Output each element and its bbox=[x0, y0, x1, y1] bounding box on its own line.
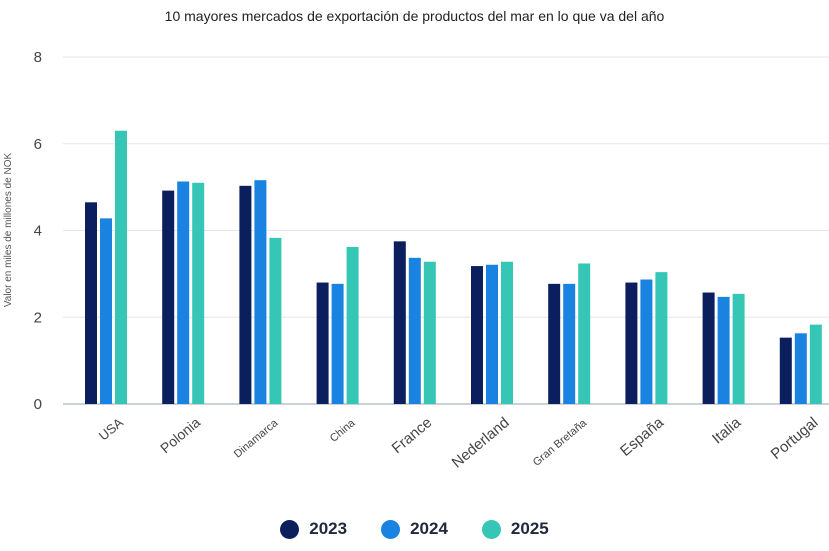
y-tick-label: 8 bbox=[34, 49, 42, 66]
legend-item-2023[interactable]: 2023 bbox=[280, 519, 347, 539]
x-tick-label: Gran Bretaña bbox=[531, 417, 590, 469]
legend-swatch-2025 bbox=[481, 519, 501, 539]
bar-portugal-2023[interactable] bbox=[779, 337, 792, 404]
bar-china-2023[interactable] bbox=[316, 282, 329, 404]
bar-españa-2025[interactable] bbox=[655, 272, 668, 404]
bar-gran-bretaña-2023[interactable] bbox=[548, 283, 561, 404]
bar-dinamarca-2025[interactable] bbox=[269, 237, 282, 404]
bar-italia-2023[interactable] bbox=[702, 292, 715, 404]
bar-nederland-2024[interactable] bbox=[486, 264, 498, 404]
y-tick-label: 6 bbox=[34, 136, 42, 153]
legend-label-2024: 2024 bbox=[410, 519, 448, 538]
bar-china-2025[interactable] bbox=[346, 246, 359, 404]
bar-italia-2025[interactable] bbox=[732, 293, 745, 404]
x-tick-label: China bbox=[328, 417, 358, 445]
bar-polonia-2023[interactable] bbox=[162, 190, 175, 404]
bar-polonia-2025[interactable] bbox=[192, 182, 205, 404]
bar-usa-2024[interactable] bbox=[100, 218, 112, 404]
x-tick-label: USA bbox=[96, 415, 126, 444]
bar-usa-2025[interactable] bbox=[115, 130, 127, 405]
bar-portugal-2025[interactable] bbox=[809, 324, 822, 404]
x-tick-label: Nederland bbox=[449, 414, 513, 472]
bar-españa-2023[interactable] bbox=[625, 282, 638, 404]
legend: 2023 2024 2025 bbox=[0, 519, 829, 539]
legend-label-2023: 2023 bbox=[309, 519, 348, 538]
y-tick-label: 0 bbox=[34, 396, 42, 413]
bar-portugal-2024[interactable] bbox=[794, 333, 807, 404]
chart-title: 10 mayores mercados de exportación de pr… bbox=[164, 8, 665, 24]
y-tick-label: 4 bbox=[34, 223, 42, 240]
bar-gran-bretaña-2024[interactable] bbox=[563, 283, 576, 404]
bar-france-2024[interactable] bbox=[408, 257, 421, 404]
x-tick-label: Polonia bbox=[157, 414, 203, 456]
y-tick-label: 2 bbox=[34, 309, 42, 326]
bar-italia-2024[interactable] bbox=[717, 296, 730, 404]
bar-nederland-2023[interactable] bbox=[471, 266, 483, 404]
bar-gran-bretaña-2025[interactable] bbox=[578, 263, 591, 404]
bar-dinamarca-2023[interactable] bbox=[239, 185, 252, 404]
bar-nederland-2025[interactable] bbox=[501, 261, 513, 404]
bar-dinamarca-2024[interactable] bbox=[254, 180, 267, 404]
bar-polonia-2024[interactable] bbox=[177, 181, 190, 404]
x-tick-label: France bbox=[389, 414, 436, 457]
y-axis-label: Valor en miles de millones de NOK bbox=[3, 153, 14, 308]
bar-france-2025[interactable] bbox=[423, 261, 436, 404]
x-tick-label: Italia bbox=[709, 414, 745, 448]
legend-swatch-2024 bbox=[381, 519, 401, 539]
bar-china-2024[interactable] bbox=[331, 283, 344, 404]
legend-item-2025[interactable]: 2025 bbox=[481, 519, 549, 539]
bar-france-2023[interactable] bbox=[393, 241, 406, 404]
legend-label-2025: 2025 bbox=[510, 519, 549, 538]
legend-swatch-2023 bbox=[280, 519, 300, 539]
bar-usa-2023[interactable] bbox=[85, 202, 97, 404]
bar-españa-2024[interactable] bbox=[640, 279, 653, 404]
x-tick-label: España bbox=[617, 414, 667, 460]
x-tick-label: Dinamarca bbox=[232, 417, 281, 461]
legend-item-2024[interactable]: 2024 bbox=[381, 519, 448, 539]
x-tick-label: Portugal bbox=[768, 414, 822, 463]
